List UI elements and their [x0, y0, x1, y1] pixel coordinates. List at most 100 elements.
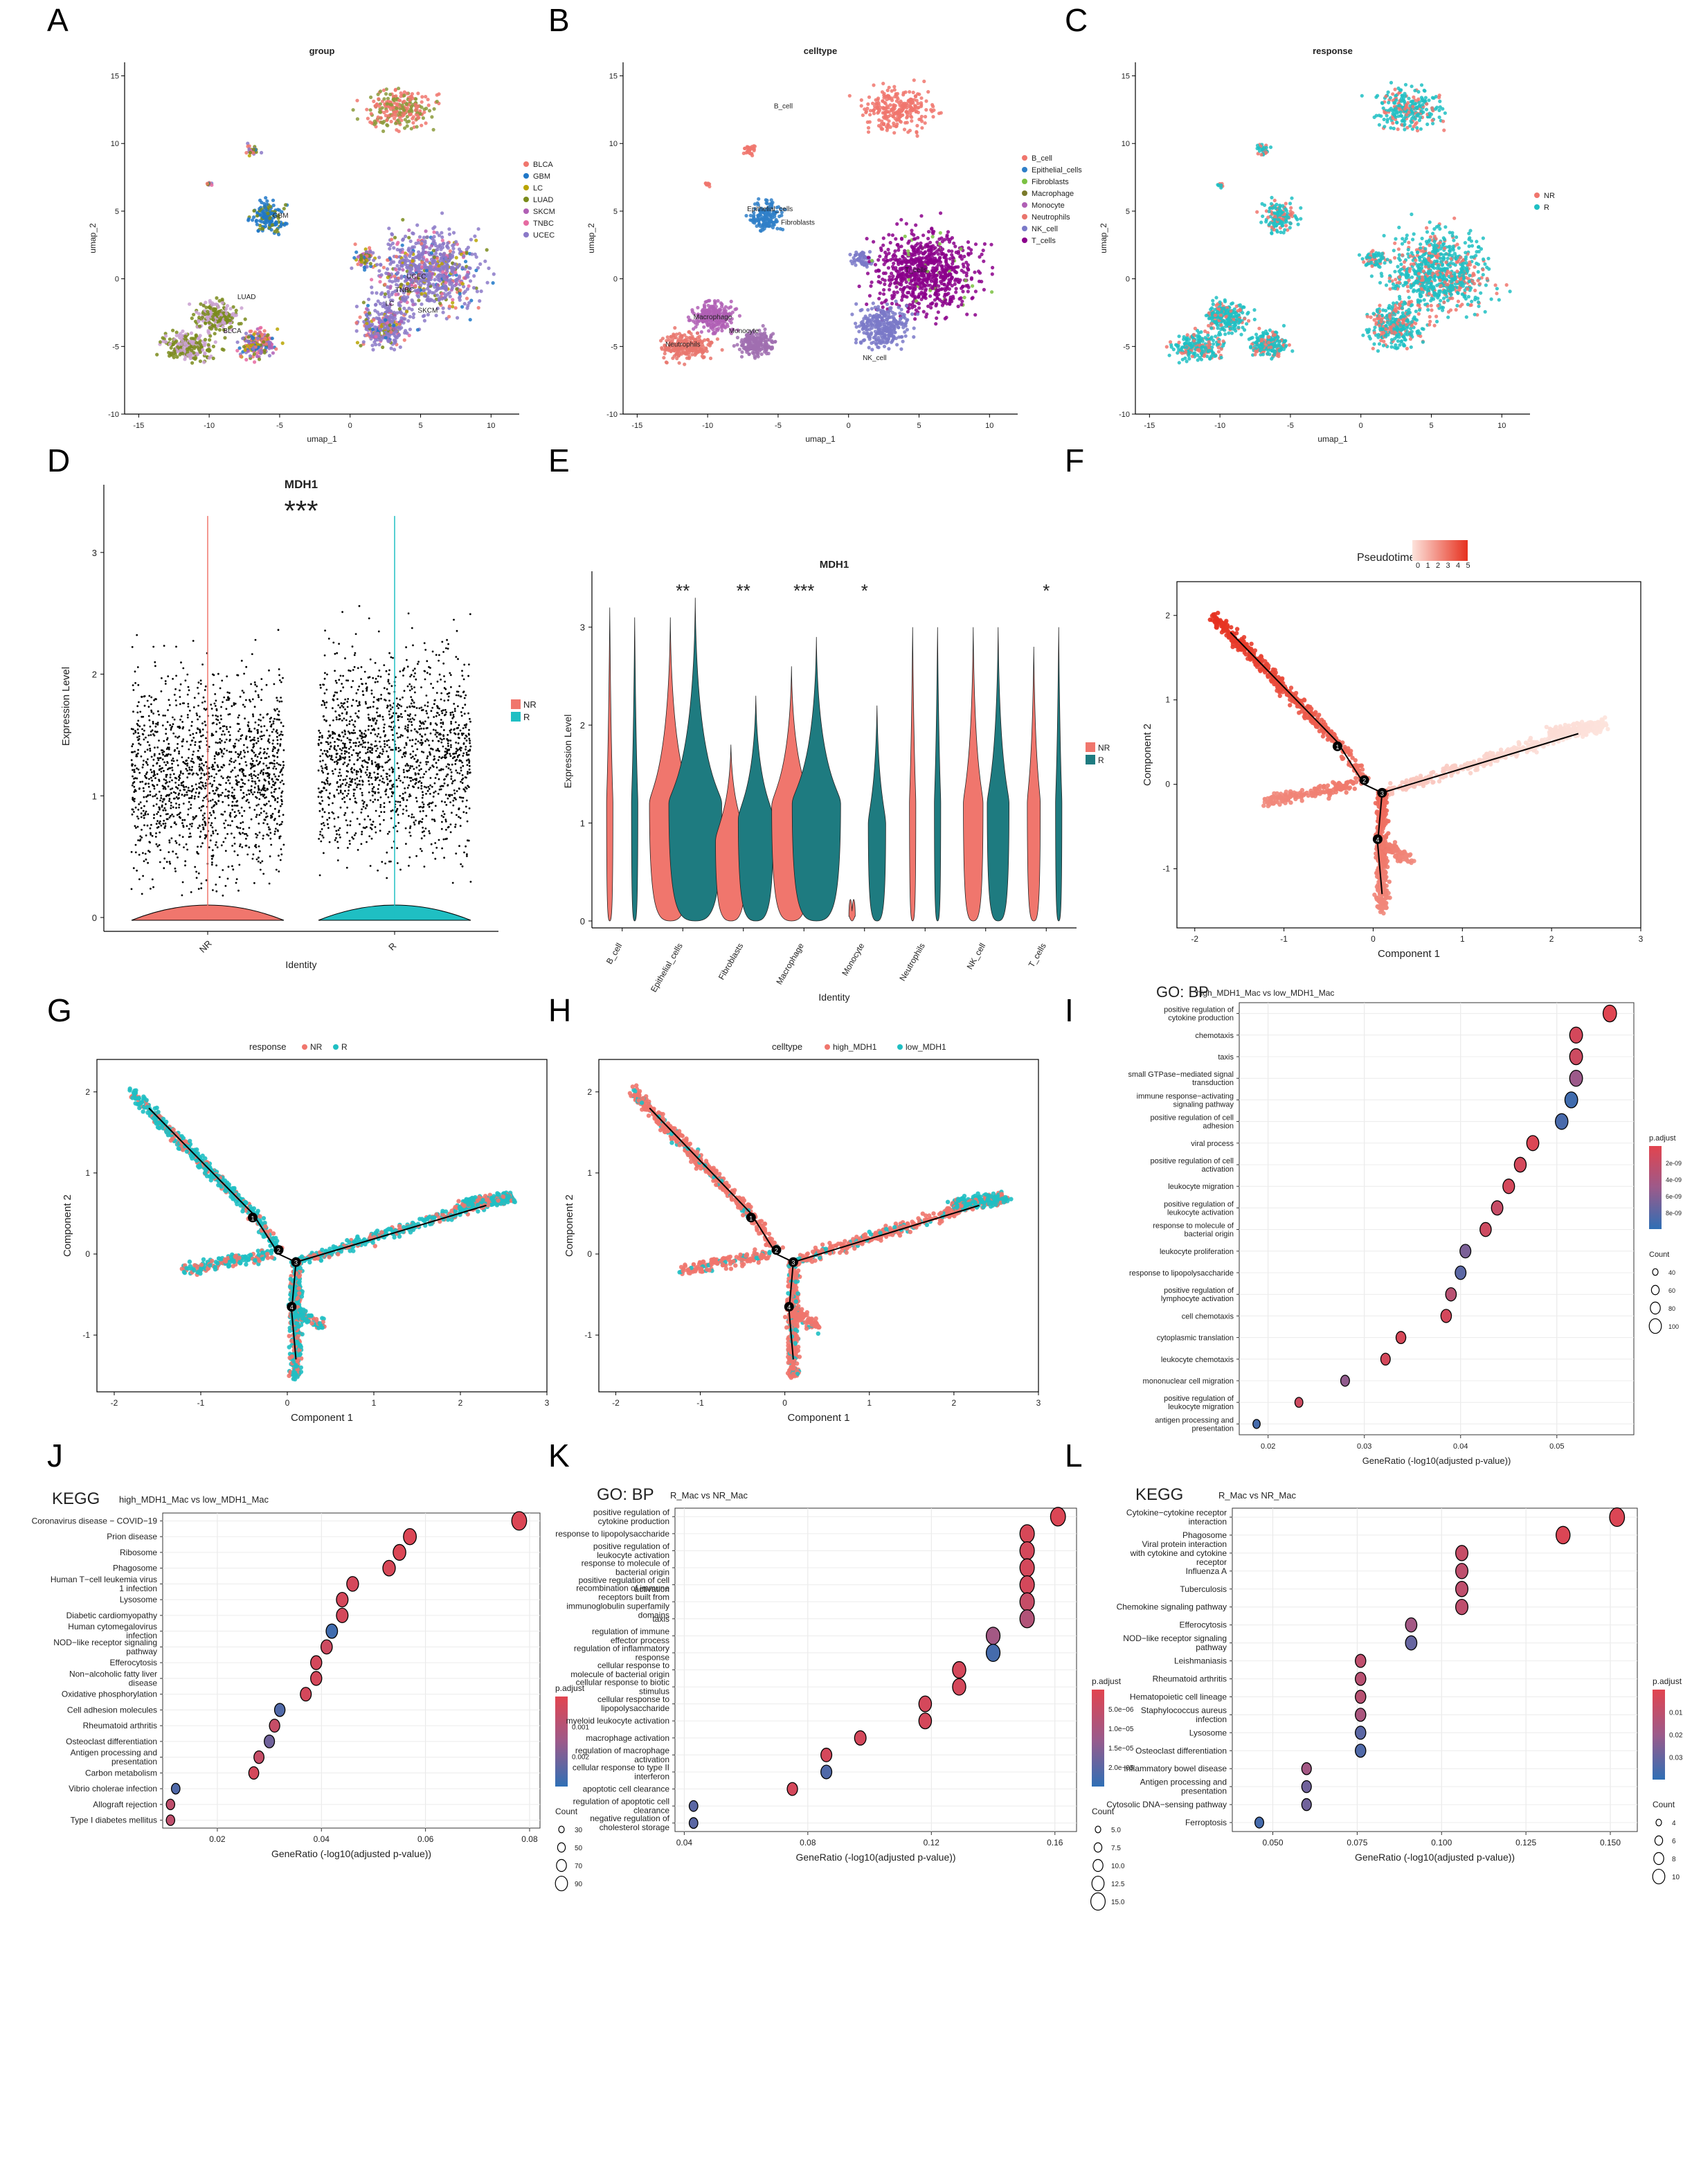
umap-point — [393, 274, 397, 278]
umap-point — [877, 296, 881, 301]
umap-point — [899, 217, 903, 222]
umap-point — [444, 288, 449, 292]
umap-point — [1260, 147, 1264, 152]
umap-point — [938, 231, 942, 235]
umap-point — [888, 308, 892, 313]
umap-point — [982, 287, 986, 292]
umap-point — [406, 248, 411, 252]
umap-point — [206, 312, 210, 316]
umap-point — [373, 325, 377, 329]
umap-point — [926, 304, 930, 308]
umap-point — [771, 340, 775, 344]
umap-point — [692, 337, 696, 341]
umap-point — [163, 334, 168, 338]
umap-point — [393, 235, 397, 240]
umap-point — [416, 288, 420, 292]
umap-point — [216, 312, 220, 316]
umap-point — [359, 253, 363, 258]
umap-point — [947, 278, 951, 282]
umap-point — [410, 92, 415, 96]
umap-point — [746, 346, 750, 350]
umap-point — [454, 240, 458, 244]
umap-point — [176, 345, 180, 349]
umap-point — [1437, 108, 1441, 112]
umap-point — [748, 218, 753, 222]
umap-point — [890, 233, 894, 238]
umap-point — [476, 227, 480, 231]
cluster-annotation: NK_cell — [863, 355, 886, 362]
umap-point — [420, 123, 424, 127]
umap-point — [473, 252, 477, 256]
umap-point — [930, 235, 935, 239]
umap-point — [870, 341, 874, 346]
umap-point — [910, 283, 915, 287]
umap-point — [769, 346, 773, 350]
umap-point — [1374, 95, 1378, 99]
umap-point — [255, 222, 259, 226]
umap-point — [172, 342, 176, 346]
umap-point — [251, 147, 256, 152]
umap-point — [406, 106, 410, 110]
umap-point — [879, 248, 883, 252]
umap-point — [897, 248, 901, 252]
umap-point — [354, 305, 359, 309]
umap-point — [424, 95, 428, 99]
umap-point — [390, 290, 395, 295]
umap-point — [735, 335, 739, 340]
umap-point — [920, 126, 924, 130]
umap-point — [197, 324, 202, 328]
umap-point — [737, 348, 741, 352]
legend-label: Neutrophils — [1032, 213, 1070, 222]
umap-point — [917, 301, 921, 305]
umap-point — [215, 303, 219, 307]
umap-point — [1387, 100, 1391, 105]
umap-point — [1403, 122, 1407, 127]
umap-point — [900, 108, 905, 112]
umap-point — [872, 83, 876, 87]
umap-point — [893, 249, 897, 253]
legend-label: T_cells — [1032, 237, 1056, 245]
umap-point — [217, 319, 221, 323]
umap-point — [383, 292, 388, 296]
cluster-annotation: Macrophage — [694, 314, 732, 321]
umap-point — [447, 232, 452, 236]
umap-point — [417, 250, 421, 254]
umap-point — [442, 276, 447, 280]
umap-point — [962, 296, 966, 300]
umap-point — [781, 227, 785, 232]
umap-point — [936, 310, 940, 314]
umap-point — [402, 299, 407, 303]
umap-point — [257, 357, 262, 361]
umap-point — [1438, 99, 1442, 103]
umap-point — [905, 295, 909, 299]
umap-point — [271, 215, 276, 220]
umap-point — [874, 342, 879, 346]
umap-point — [379, 120, 384, 125]
umap-point — [893, 258, 897, 262]
umap-point — [942, 238, 947, 242]
umap-point — [387, 316, 391, 321]
umap-point — [950, 275, 954, 279]
umap-point — [1401, 119, 1405, 123]
umap-point — [662, 356, 666, 360]
umap-point — [363, 268, 367, 272]
umap-point — [411, 116, 415, 120]
umap-point — [259, 350, 263, 355]
umap-point — [469, 238, 474, 242]
umap-point — [893, 104, 897, 108]
umap-point — [366, 116, 370, 120]
umap-point — [867, 250, 872, 254]
umap-point — [915, 123, 919, 128]
umap-point — [364, 325, 368, 329]
umap-point — [375, 291, 379, 295]
umap-point — [712, 332, 717, 336]
umap-point — [1391, 116, 1395, 120]
umap-point — [1216, 183, 1220, 187]
umap-point — [887, 233, 891, 237]
umap-point — [387, 114, 391, 118]
umap-point — [223, 336, 227, 340]
umap-point — [919, 297, 924, 301]
umap-point — [763, 224, 767, 229]
y-tick-label: 0 — [1126, 276, 1130, 284]
umap-point — [449, 253, 453, 257]
